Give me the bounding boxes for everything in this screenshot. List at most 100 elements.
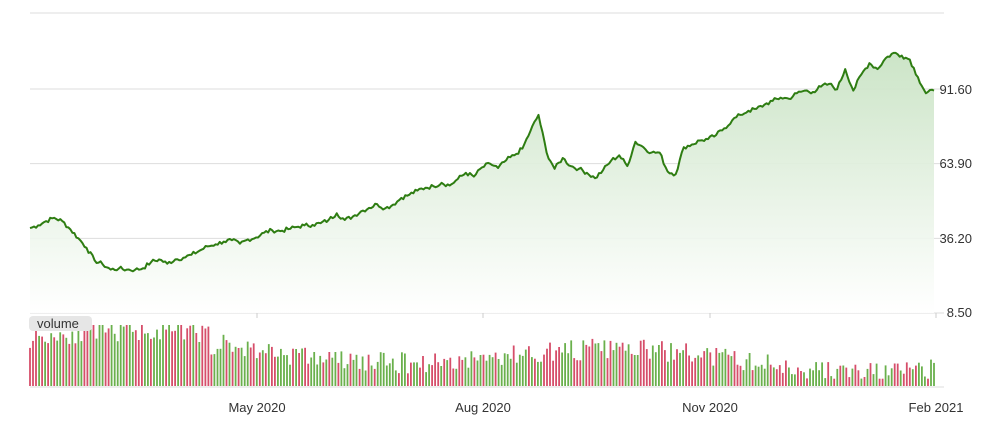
volume-bar: [715, 348, 718, 386]
volume-bar: [153, 337, 155, 386]
volume-bar: [113, 333, 116, 386]
volume-bar: [933, 362, 935, 386]
volume-bar: [207, 326, 210, 386]
volume-bar: [534, 358, 536, 386]
volume-bar: [334, 352, 337, 386]
volume-bar: [101, 325, 104, 386]
volume-bar: [422, 356, 424, 386]
volume-bar: [497, 359, 500, 386]
volume-bar: [570, 340, 573, 386]
volume-bar: [156, 329, 158, 386]
volume-bar: [627, 344, 630, 386]
volume-bar: [664, 350, 666, 386]
volume-bar: [733, 351, 736, 386]
volume-bar: [434, 353, 436, 386]
volume-bar: [316, 364, 319, 386]
volume-bar: [815, 362, 817, 386]
volume-bar: [174, 330, 176, 386]
volume-bar: [237, 348, 240, 386]
volume-bar: [924, 376, 926, 386]
volume-bar: [612, 350, 615, 386]
volume-bar: [394, 370, 397, 386]
volume-bar: [558, 347, 560, 386]
volume-bar: [440, 366, 443, 386]
volume-label: volume: [37, 316, 79, 331]
volume-bar: [216, 348, 219, 386]
volume-bar: [340, 351, 343, 386]
volume-bar: [624, 350, 627, 386]
volume-bar: [745, 359, 748, 386]
volume-bar: [500, 364, 503, 386]
volume-bar: [927, 378, 929, 386]
volume-bar: [407, 373, 409, 386]
volume-bar: [59, 332, 62, 386]
volume-bar: [597, 343, 600, 386]
volume-bar: [47, 343, 49, 386]
volume-bar: [854, 364, 857, 386]
volume-bar: [443, 358, 446, 386]
volume-bar: [902, 373, 905, 386]
volume-bar: [893, 363, 896, 386]
volume-bar: [915, 365, 917, 386]
volume-bar: [50, 333, 53, 386]
volume-bar: [648, 358, 651, 386]
volume-bar: [352, 359, 355, 386]
volume-bar: [171, 331, 173, 386]
volume-bar: [271, 346, 273, 386]
volume-bar: [419, 367, 421, 386]
volume-bar: [119, 325, 122, 386]
volume-bar: [35, 328, 37, 386]
volume-bar: [651, 345, 654, 386]
volume-bar: [68, 343, 71, 386]
volume-bar: [839, 365, 842, 386]
volume-bar: [869, 363, 872, 386]
volume-bar: [512, 345, 515, 386]
volume-bar: [540, 361, 542, 386]
volume-bar: [349, 353, 352, 386]
volume-bar: [682, 350, 684, 386]
volume-bar: [775, 369, 778, 386]
volume-bar: [482, 354, 485, 386]
x-grid-lines: [256, 313, 937, 318]
volume-bar: [134, 330, 137, 386]
volume-bar: [376, 361, 379, 386]
volume-bar: [141, 325, 143, 386]
volume-bar: [249, 347, 252, 386]
volume-bar: [38, 335, 40, 386]
volume-bar: [144, 333, 146, 386]
x-tick-label: May 2020: [228, 400, 285, 415]
volume-bar: [29, 347, 31, 386]
volume-bar: [467, 367, 470, 386]
volume-bar: [621, 342, 624, 386]
volume-bar: [301, 348, 303, 386]
volume-bar: [582, 340, 585, 386]
volume-bar: [280, 348, 282, 386]
volume-bar: [107, 328, 110, 386]
volume-bar: [688, 355, 690, 386]
volume-bar: [579, 360, 582, 386]
volume-bar: [186, 328, 189, 386]
volume-bar: [437, 362, 440, 386]
volume-bar: [476, 360, 479, 386]
volume-bar: [503, 353, 506, 386]
volume-bar: [56, 340, 59, 386]
volume-bar: [827, 362, 830, 386]
volume-bar: [195, 333, 198, 386]
volume-bar: [62, 334, 65, 386]
volume-bar: [177, 325, 179, 386]
volume-bar: [506, 354, 509, 386]
volume-bar: [286, 355, 288, 386]
volume-bar: [794, 374, 796, 386]
volume-bar: [573, 358, 576, 386]
volume-bar: [552, 360, 554, 386]
volume-bar: [41, 336, 43, 386]
volume-bar: [222, 334, 225, 386]
volume-bar: [243, 356, 246, 386]
volume-bar: [697, 355, 700, 386]
volume-bar: [528, 346, 530, 386]
volume-bar: [851, 368, 854, 386]
volume-bar: [615, 342, 618, 386]
volume-bar: [304, 347, 306, 386]
volume-bar: [515, 362, 518, 386]
